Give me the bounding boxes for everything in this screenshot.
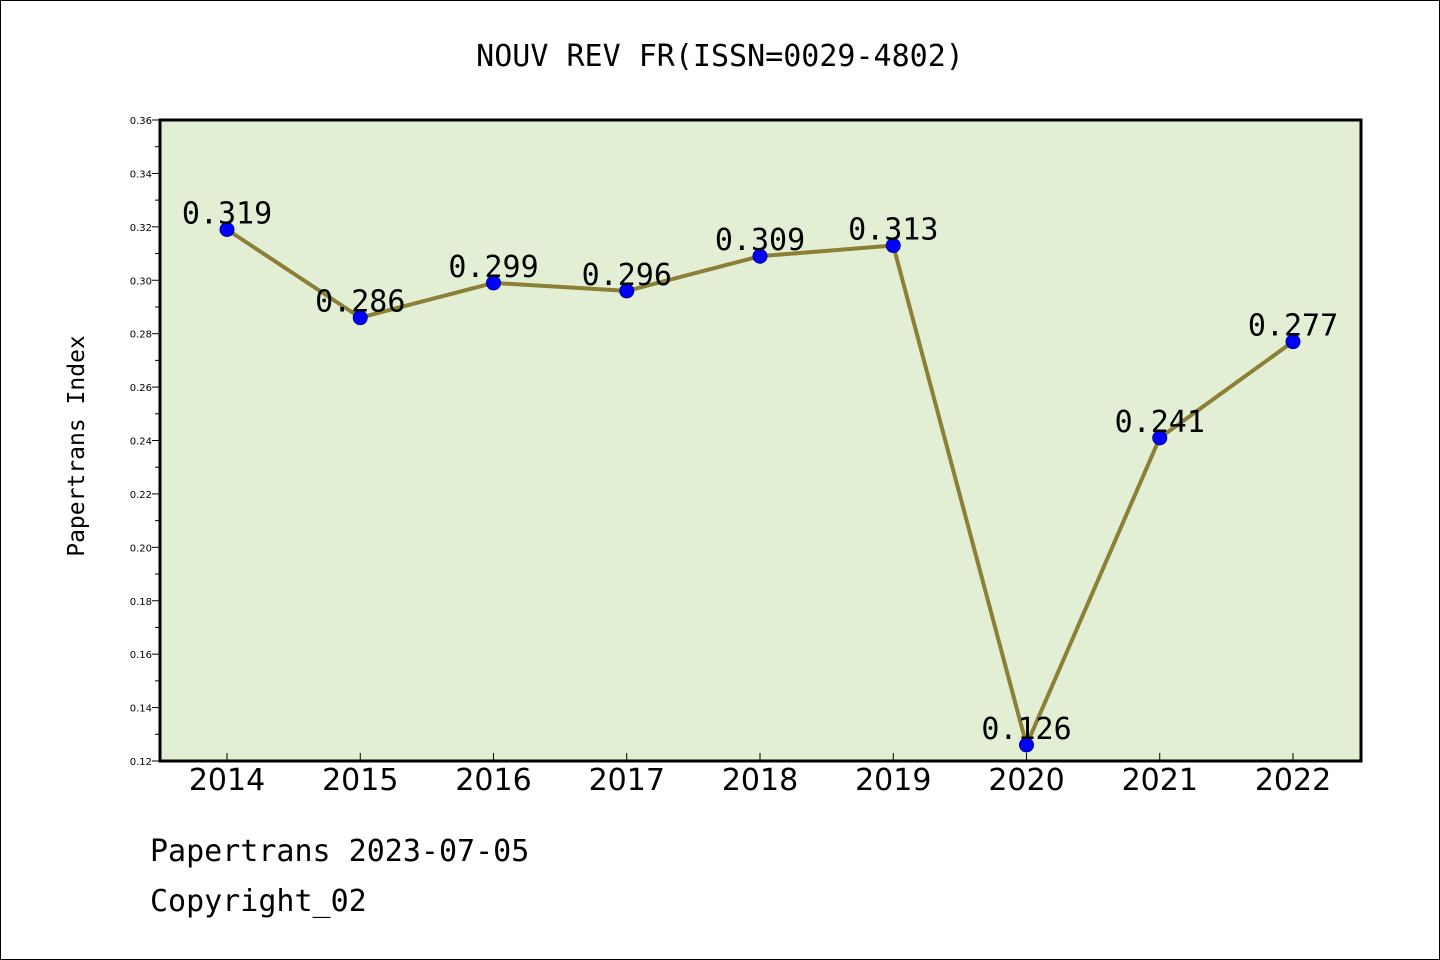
y-axis-ticks: 0.12 0.14 0.16 0.18 0.20 0.22 0.24 0.26 0.28 0.30… [130,116,160,768]
y-tick-label: 0.32 [130,223,152,234]
plot-area [160,120,1361,761]
x-tick-label: 2019 [855,763,931,798]
data-point-marker [486,275,501,291]
data-value-label: 0.319 [182,197,272,232]
y-tick-label: 0.20 [130,543,152,554]
data-markers [219,222,1301,753]
x-tick-label: 2018 [722,763,798,798]
data-value-label: 0.309 [715,223,805,258]
y-tick-label: 0.18 [130,597,152,608]
plot-border [158,118,1363,763]
y-tick-label: 0.12 [130,757,152,768]
y-tick-label: 0.16 [130,650,152,661]
footer-copyright: Copyright_02 [150,884,367,919]
x-tick-label: 2021 [1122,763,1198,798]
x-axis-ticks: 2014 2015 2016 2017 2018 2019 2020 2021 2022 [189,753,1331,798]
y-tick-label: 0.28 [130,330,152,341]
data-point-marker [752,248,768,264]
data-point-marker [885,238,901,254]
data-point-marker [219,222,235,238]
data-value-label: 0.313 [848,213,938,248]
x-tick-label: 2020 [988,763,1064,798]
x-tick-label: 2022 [1255,763,1331,798]
y-tick-label: 0.34 [130,169,152,180]
y-tick-label: 0.22 [130,490,152,501]
y-tick-label: 0.24 [130,437,152,448]
y-tick-label: 0.36 [130,116,152,127]
data-value-label: 0.277 [1248,309,1338,344]
data-labels: 0.319 0.286 0.299 0.296 0.309 0.313 0.126 0.241… [182,197,1338,747]
data-point-marker [1019,737,1034,753]
data-point-marker [1285,334,1301,350]
y-tick-label: 0.30 [130,276,152,287]
x-tick-label: 2016 [455,763,531,798]
y-tick-label: 0.26 [130,383,152,394]
data-value-label: 0.299 [448,250,538,285]
data-value-label: 0.126 [981,712,1071,747]
x-tick-label: 2017 [589,763,665,798]
footer-date: Papertrans 2023-07-05 [150,834,530,869]
data-point-marker [352,310,368,326]
x-tick-label: 2014 [189,763,265,798]
data-value-label: 0.296 [582,258,672,293]
data-point-marker [619,283,635,299]
data-value-label: 0.241 [1115,405,1205,440]
y-axis-label: Papertrans Index [64,335,90,557]
x-tick-label: 2015 [322,763,398,798]
data-value-label: 0.286 [315,285,405,320]
chart-title: NOUV REV FR(ISSN=0029-4802) [476,39,964,74]
data-point-marker [1152,430,1168,446]
y-tick-label: 0.14 [130,704,152,715]
